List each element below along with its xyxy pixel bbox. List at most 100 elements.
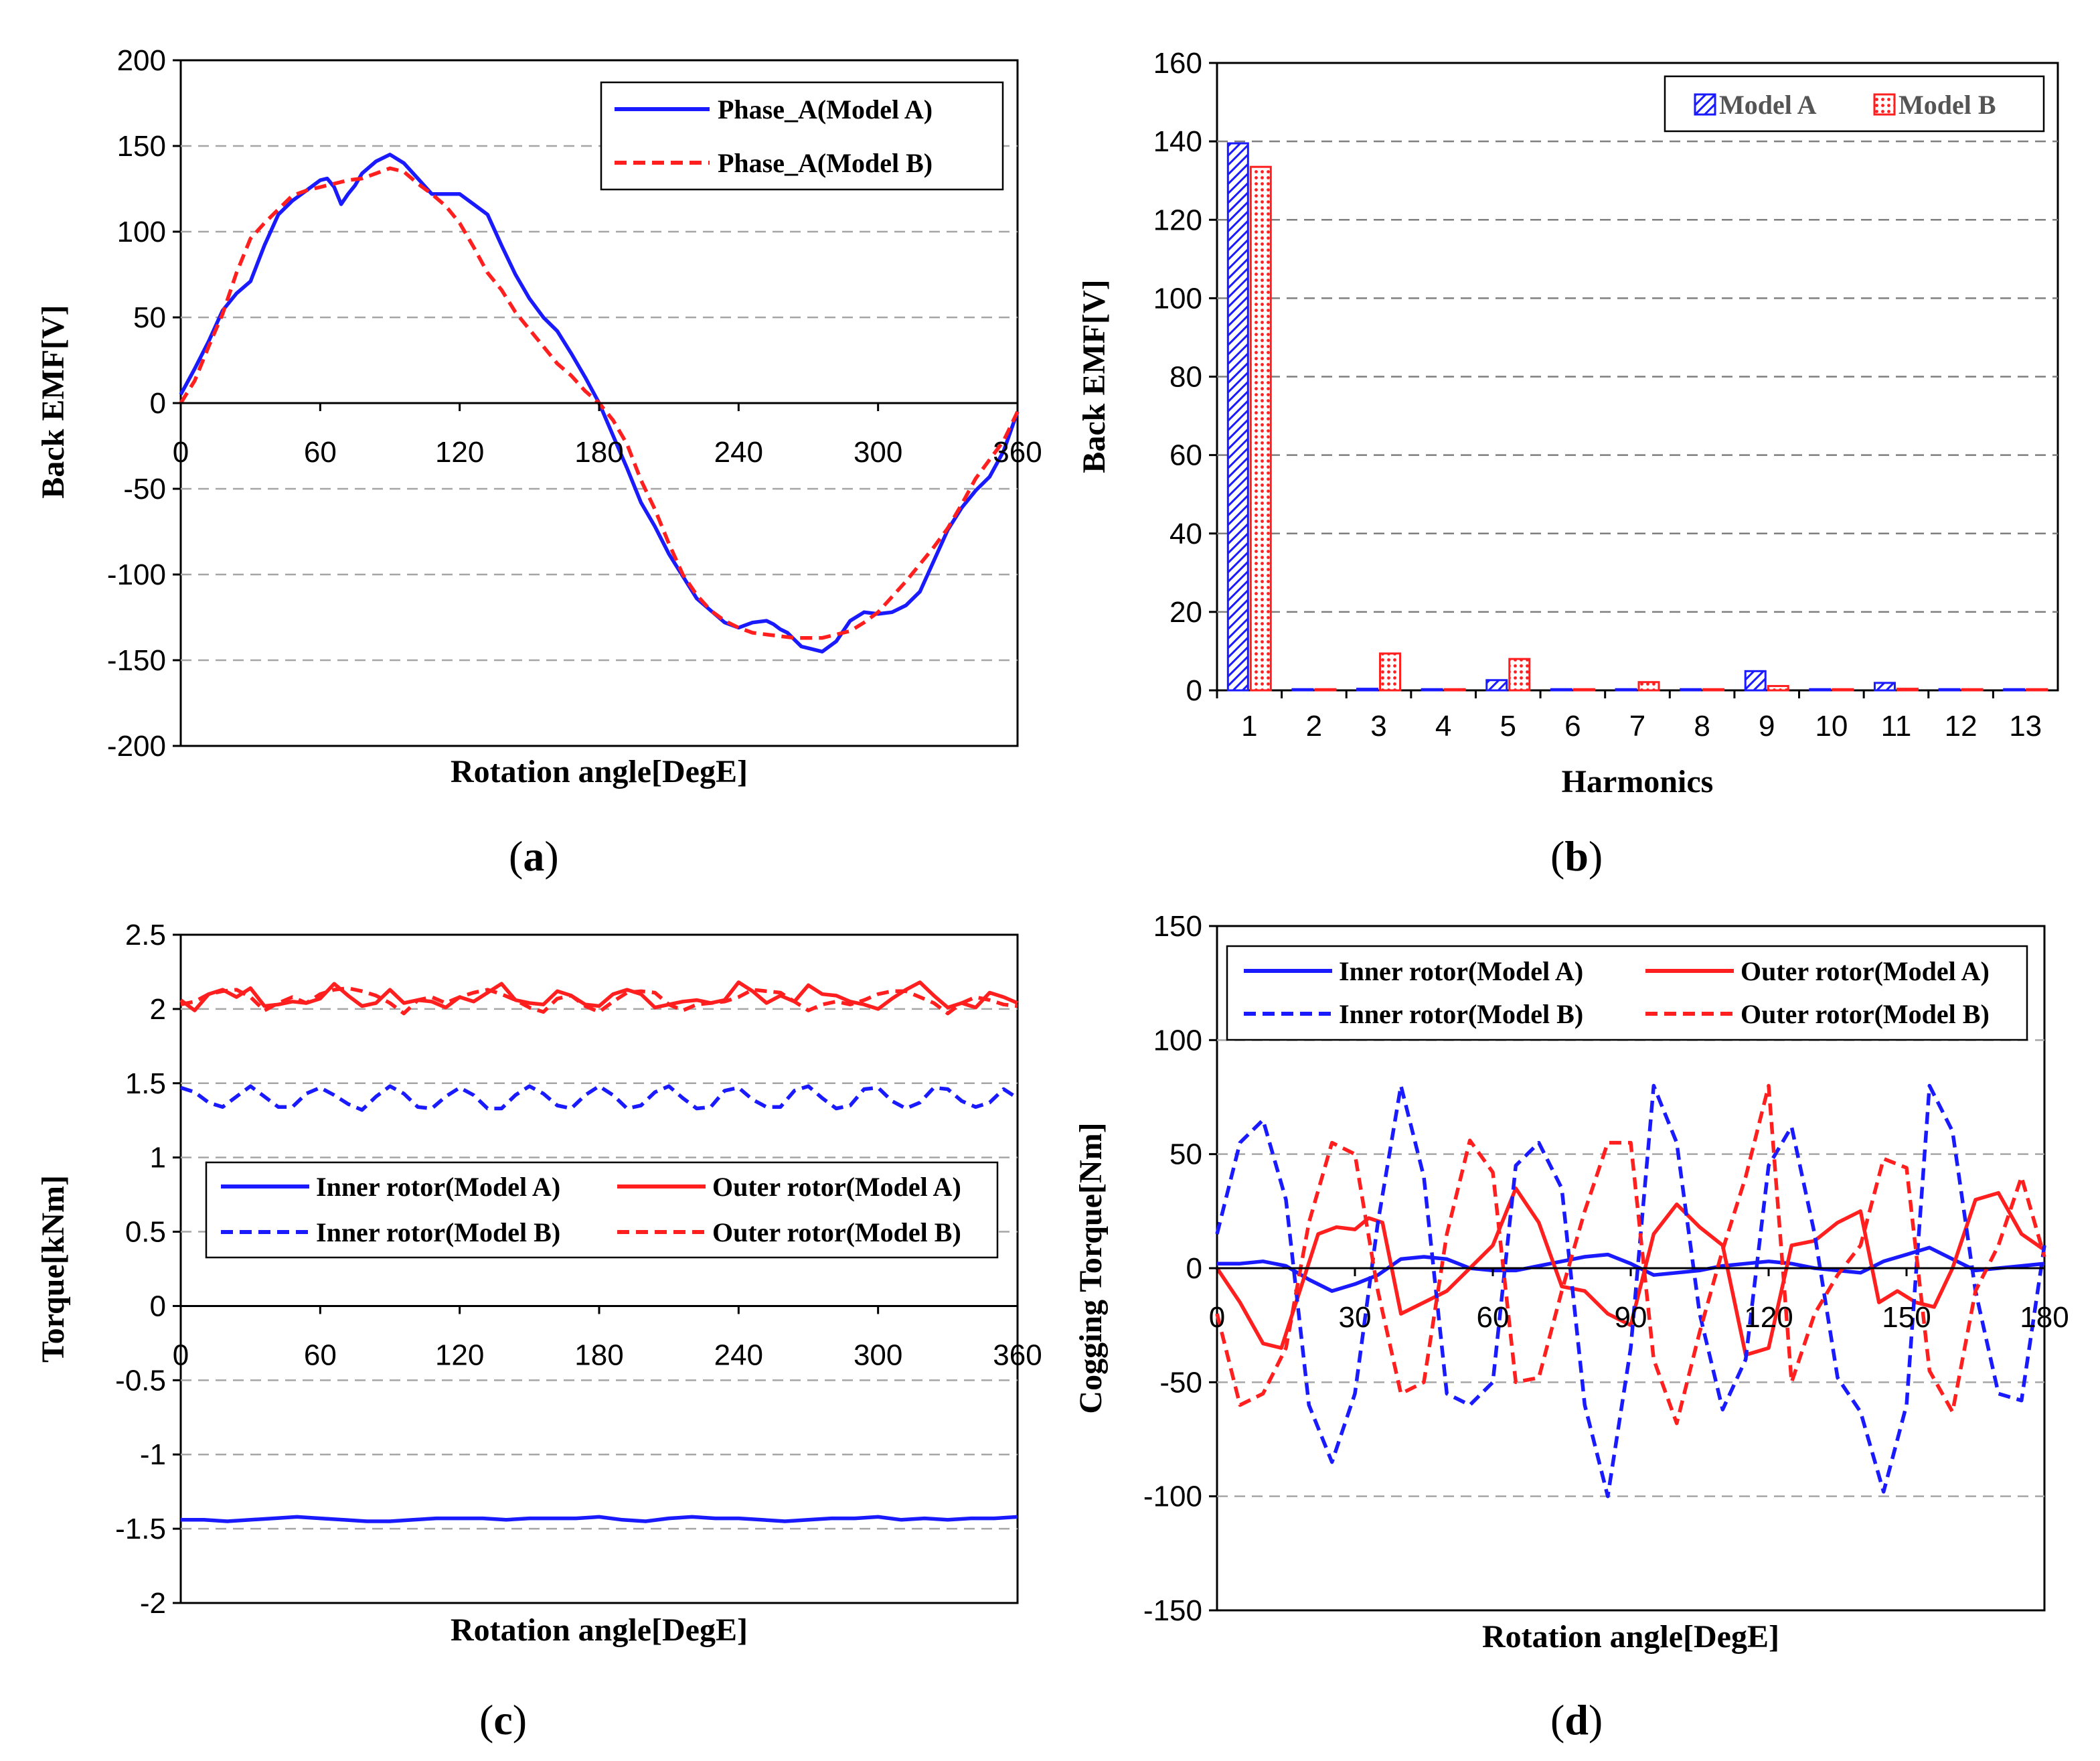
y-tick-label-b-2: 120 — [1153, 204, 1202, 236]
legend-label-c-2: Inner rotor(Model B) — [316, 1217, 560, 1247]
bar-b-1-9 — [1832, 688, 1854, 692]
caption-d: (d) — [1550, 1696, 1603, 1744]
legend-a: Phase_A(Model A) Phase_A(Model B) — [600, 81, 1004, 191]
series-line-c-3 — [180, 986, 1018, 1016]
x-axis-title-c: Rotation angle[DegE] — [451, 1612, 748, 1648]
series-line-d-2 — [1215, 1083, 2046, 1499]
y-tick-label-a-7: -150 — [107, 644, 166, 677]
bar-b-1-10 — [1896, 688, 1919, 692]
bar-b-1-1 — [1314, 688, 1337, 692]
x-tick-label-a-3: 180 — [574, 436, 623, 469]
bar-b-1-11 — [1961, 688, 1984, 692]
y-tick-label-a-2: 100 — [117, 216, 166, 248]
bar-b-0-3 — [1421, 688, 1443, 692]
series-line-d-1 — [1215, 1186, 2046, 1357]
y-axis-title-b: Back EMF[V] — [1076, 279, 1112, 473]
legend-label-d-1: Outer rotor(Model A) — [1741, 956, 1990, 986]
x-tick-label-a-2: 120 — [435, 436, 484, 469]
y-tick-label-b-1: 140 — [1153, 125, 1202, 158]
y-tick-label-d-1: 100 — [1153, 1024, 1202, 1057]
x-tick-label-b-8: 9 — [1759, 710, 1775, 743]
x-tick-label-d-3: 90 — [1615, 1301, 1647, 1334]
x-tick-label-d-6: 180 — [2020, 1301, 2069, 1334]
legend-label-c-0: Inner rotor(Model A) — [316, 1172, 560, 1202]
legend-b: Model A Model B — [1664, 75, 2045, 133]
y-tick-label-c-2: 1.5 — [125, 1067, 166, 1100]
series-lines-d — [1215, 1083, 2046, 1499]
legend-label-a-0: Phase_A(Model A) — [718, 94, 933, 125]
y-tick-label-c-3: 1 — [150, 1142, 166, 1174]
series-line-d-0 — [1217, 1245, 2045, 1293]
y-tick-label-b-8: 0 — [1186, 674, 1202, 707]
y-tick-label-c-4: 0.5 — [125, 1216, 166, 1249]
x-tick-label-b-5: 6 — [1564, 710, 1581, 743]
y-tick-label-c-1: 2 — [150, 993, 166, 1026]
bar-b-1-4 — [1508, 658, 1531, 692]
bar-b-0-8 — [1744, 670, 1767, 692]
caption-c: (c) — [479, 1696, 527, 1744]
bar-b-0-2 — [1356, 688, 1379, 692]
x-axis-title-a: Rotation angle[DegE] — [451, 754, 748, 789]
x-tick-label-c-2: 120 — [435, 1338, 484, 1371]
x-tick-label-b-6: 7 — [1629, 710, 1645, 743]
bars-b — [1226, 142, 2048, 692]
x-tick-label-b-7: 8 — [1694, 710, 1710, 743]
series-line-c-0 — [181, 1515, 1018, 1523]
y-tick-label-d-2: 50 — [1169, 1138, 1202, 1171]
legend-label-d-3: Outer rotor(Model B) — [1741, 999, 1990, 1029]
y-tick-label-b-5: 60 — [1169, 439, 1202, 472]
x-tick-label-a-5: 300 — [854, 436, 902, 469]
x-tick-label-b-3: 4 — [1435, 710, 1451, 743]
legend-swatch-b-0 — [1694, 93, 1716, 116]
series-lines-c — [179, 980, 1019, 1523]
y-axis-title-a: Back EMF[V] — [35, 305, 71, 498]
x-tick-label-c-4: 240 — [714, 1338, 763, 1371]
series-line-c-1 — [179, 980, 1019, 1012]
x-tick-label-b-11: 12 — [1945, 710, 1977, 743]
legend-box-c — [205, 1161, 999, 1259]
y-tick-label-a-4: 0 — [150, 387, 166, 420]
y-tick-label-b-0: 160 — [1153, 47, 1202, 80]
x-tick-label-b-1: 2 — [1306, 710, 1322, 743]
grid-b — [1217, 140, 2058, 613]
y-tick-label-d-3: 0 — [1186, 1252, 1202, 1285]
x-tick-label-d-5: 150 — [1882, 1301, 1931, 1334]
bar-b-0-11 — [1938, 688, 1961, 692]
caption-label-d: d — [1564, 1696, 1589, 1744]
legend-label-c-3: Outer rotor(Model B) — [712, 1217, 961, 1247]
series-line-d-3 — [1215, 1083, 2046, 1426]
y-tick-label-c-9: -2 — [140, 1587, 166, 1620]
x-tick-label-d-2: 60 — [1477, 1301, 1510, 1334]
series-line-c-2 — [180, 1084, 1019, 1112]
y-axis-title-c: Torque[kNm] — [35, 1175, 71, 1363]
x-tick-label-b-10: 11 — [1881, 710, 1912, 743]
legend-label-a-1: Phase_A(Model B) — [718, 148, 933, 178]
caption-label-a: a — [523, 832, 544, 880]
x-tick-label-c-5: 300 — [854, 1338, 902, 1371]
x-tick-label-c-0: 0 — [173, 1338, 189, 1371]
x-tick-label-a-6: 360 — [993, 436, 1042, 469]
y-tick-label-a-5: -50 — [123, 473, 166, 506]
bar-b-0-5 — [1550, 688, 1572, 692]
caption-label-b: b — [1564, 832, 1589, 880]
x-tick-label-a-4: 240 — [714, 436, 763, 469]
x-axis-title-b: Harmonics — [1562, 764, 1714, 799]
x-tick-label-c-3: 180 — [574, 1338, 623, 1371]
legend-label-c-1: Outer rotor(Model A) — [712, 1172, 961, 1202]
x-tick-label-d-4: 120 — [1744, 1301, 1793, 1334]
bar-b-1-6 — [1637, 681, 1660, 692]
y-tick-label-b-4: 80 — [1169, 361, 1202, 394]
plot-area-c — [179, 933, 1019, 1604]
y-axis-title-d: Cogging Torque[Nm] — [1073, 1122, 1109, 1413]
axes-c: 2.521.510.50-0.5-1-1.5-20 60 120 180 240 300 3… — [115, 919, 1042, 1620]
bar-b-0-0 — [1226, 142, 1249, 692]
bar-b-0-12 — [2003, 688, 2026, 692]
chart-c: 2.521.510.50-0.5-1-1.5-20 60 120 180 240 300 3… — [35, 919, 1042, 1744]
y-tick-label-d-0: 150 — [1153, 910, 1202, 943]
bar-b-1-0 — [1249, 165, 1272, 692]
caption-label-c: c — [493, 1696, 512, 1744]
